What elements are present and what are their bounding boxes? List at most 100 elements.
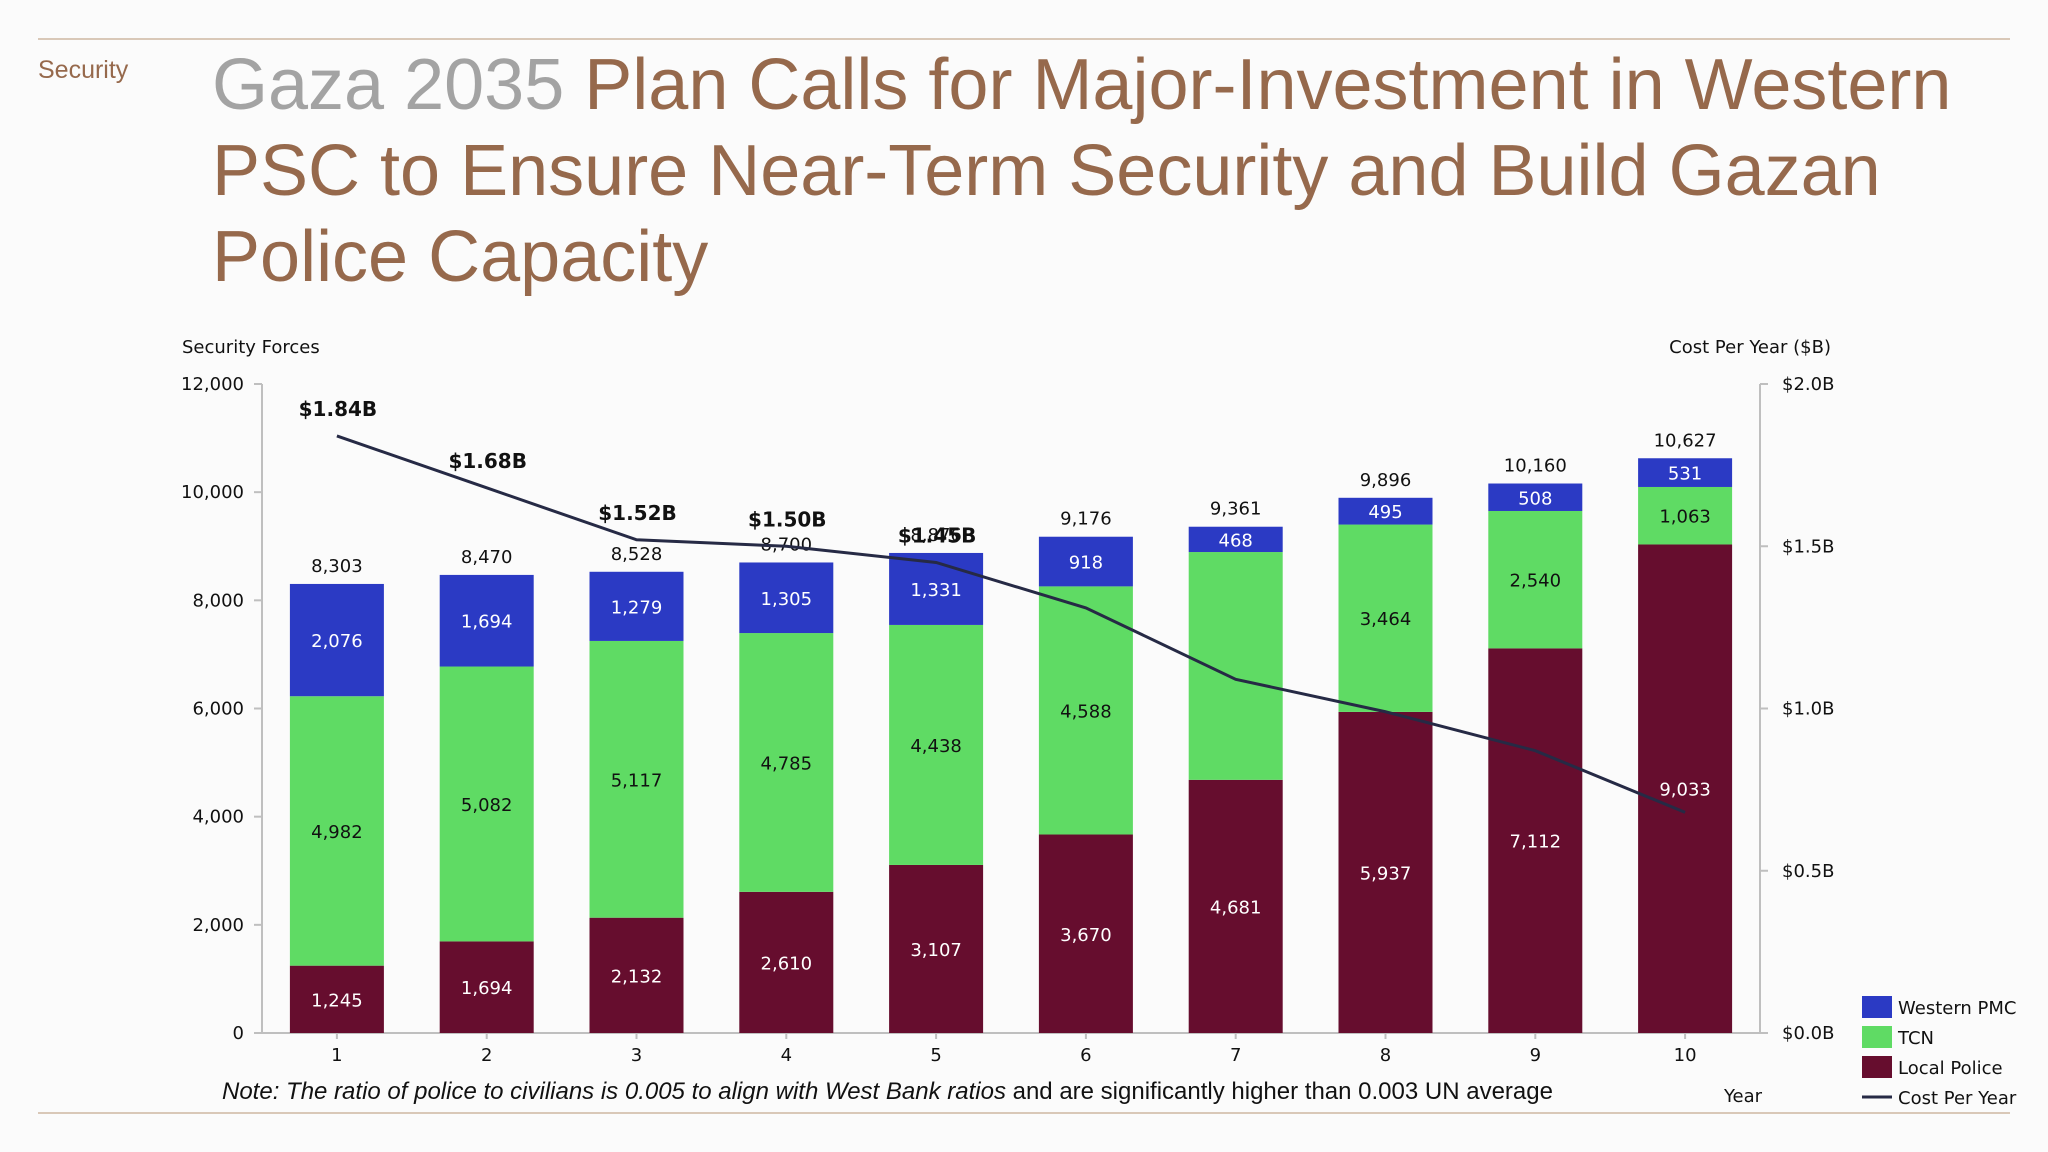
y-axis-label: Security Forces [182, 337, 320, 358]
bar-value-label: 4,681 [1210, 897, 1262, 918]
legend-swatch [1862, 1056, 1892, 1078]
bar-value-label: 3,670 [1060, 925, 1112, 946]
page-title: Gaza 2035 Plan Calls for Major-Investmen… [212, 42, 1992, 300]
bar-local-police [589, 917, 684, 1033]
bar-value-label: 7,112 [1510, 832, 1562, 853]
x-tick-label: 3 [631, 1045, 642, 1066]
bar-value-label: 4,982 [311, 822, 363, 843]
legend-label: Western PMC [1898, 998, 2017, 1019]
bar-total-label: 9,896 [1360, 470, 1412, 491]
bar-total-label: 10,627 [1654, 430, 1717, 451]
x-tick-label: 1 [331, 1045, 342, 1066]
y2-tick-label: $1.5B [1782, 536, 1834, 557]
bottom-divider [38, 1112, 2010, 1114]
bar-tcn [439, 666, 534, 942]
bar-western-pmc [589, 571, 684, 641]
bar-value-label: 918 [1069, 553, 1103, 574]
bar-total-label: 9,361 [1210, 499, 1262, 520]
bar-local-police [289, 965, 384, 1033]
bar-tcn [739, 633, 834, 892]
bar-western-pmc [289, 583, 384, 697]
y2-axis-label: Cost Per Year ($B) [1669, 337, 1831, 358]
bar-local-police [1488, 648, 1583, 1033]
bar-value-label: 508 [1518, 488, 1552, 509]
x-tick-label: 9 [1530, 1045, 1541, 1066]
bar-value-label: 9,033 [1659, 780, 1711, 801]
bar-value-label: 531 [1668, 464, 1702, 485]
bar-value-label: 1,694 [461, 612, 513, 633]
chart-note: Note: The ratio of police to civilians i… [222, 1078, 1553, 1106]
cost-label: $1.50B [748, 507, 827, 531]
bar-western-pmc [889, 552, 984, 625]
bar-local-police [1338, 711, 1433, 1033]
bar-local-police [889, 864, 984, 1033]
bar-local-police [1188, 779, 1283, 1033]
y2-tick-label: $0.0B [1782, 1023, 1834, 1044]
bar-value-label: 3,107 [910, 940, 962, 961]
y2-tick-label: $2.0B [1782, 374, 1834, 395]
bar-tcn [889, 624, 984, 865]
cost-label: $1.68B [448, 449, 527, 473]
cost-label: $1.45B [898, 523, 977, 547]
bar-total-label: 9,176 [1060, 509, 1112, 530]
x-tick-label: 8 [1380, 1045, 1391, 1066]
y-tick-label: 6,000 [192, 699, 244, 720]
legend-label: Local Police [1898, 1058, 2003, 1079]
bar-value-label: 4,785 [761, 753, 813, 774]
legend-label: Cost Per Year [1898, 1088, 2017, 1109]
bar-western-pmc [1338, 497, 1433, 525]
bar-western-pmc [1488, 483, 1583, 511]
bar-value-label: 2,540 [1510, 571, 1562, 592]
bar-value-label: 2,076 [311, 631, 363, 652]
bar-western-pmc [1188, 526, 1283, 553]
legend-swatch [1862, 1026, 1892, 1048]
bar-total-label: 8,528 [611, 544, 663, 565]
cost-label: $1.84B [299, 397, 378, 421]
bar-tcn [1338, 524, 1433, 712]
y2-tick-label: $1.0B [1782, 699, 1834, 720]
bar-value-label: 5,082 [461, 795, 513, 816]
top-divider [38, 38, 2010, 40]
x-tick-label: 5 [930, 1045, 941, 1066]
bar-local-police [1038, 834, 1133, 1033]
y-tick-label: 12,000 [181, 374, 244, 395]
bar-tcn [289, 696, 384, 966]
section-label: Security [38, 56, 129, 84]
bar-local-police [1638, 544, 1733, 1033]
x-tick-label: 2 [481, 1045, 492, 1066]
bar-value-label: 5,117 [611, 770, 663, 791]
bar-value-label: 4,588 [1060, 701, 1112, 722]
bar-value-label: 1,331 [910, 580, 962, 601]
bar-western-pmc [739, 562, 834, 634]
title-lead: Gaza 2035 [212, 45, 565, 125]
bar-value-label: 1,245 [311, 990, 363, 1011]
y-tick-label: 8,000 [192, 590, 244, 611]
bar-total-label: 8,303 [311, 556, 363, 577]
y-tick-label: 2,000 [192, 915, 244, 936]
bar-local-police [739, 891, 834, 1033]
note-plain: and are significantly higher than 0.003 … [1012, 1078, 1553, 1105]
bar-total-label: 8,876 [910, 525, 962, 546]
x-tick-label: 4 [781, 1045, 792, 1066]
bar-tcn [1638, 486, 1733, 545]
bar-western-pmc [1038, 536, 1133, 587]
bar-tcn [1038, 586, 1133, 835]
bar-western-pmc [439, 574, 534, 667]
y-tick-label: 10,000 [181, 482, 244, 503]
bar-tcn [589, 640, 684, 918]
bar-value-label: 1,279 [611, 597, 663, 618]
bar-tcn [1488, 510, 1583, 649]
bar-total-label: 10,160 [1504, 456, 1567, 477]
bar-value-label: 495 [1368, 502, 1402, 523]
cost-per-year-line [336, 434, 1686, 814]
bar-value-label: 2,610 [761, 953, 813, 974]
legend-label: TCN [1897, 1028, 1934, 1049]
legend-swatch [1862, 996, 1892, 1018]
bar-value-label: 4,438 [910, 736, 962, 757]
title-rest: Plan Calls for Major-Investment in Weste… [212, 45, 1952, 297]
x-axis-label: Year [1723, 1086, 1763, 1107]
y-tick-label: 0 [233, 1023, 244, 1044]
bar-tcn [1188, 552, 1283, 780]
bar-value-label: 1,694 [461, 978, 513, 999]
y2-tick-label: $0.5B [1782, 861, 1834, 882]
